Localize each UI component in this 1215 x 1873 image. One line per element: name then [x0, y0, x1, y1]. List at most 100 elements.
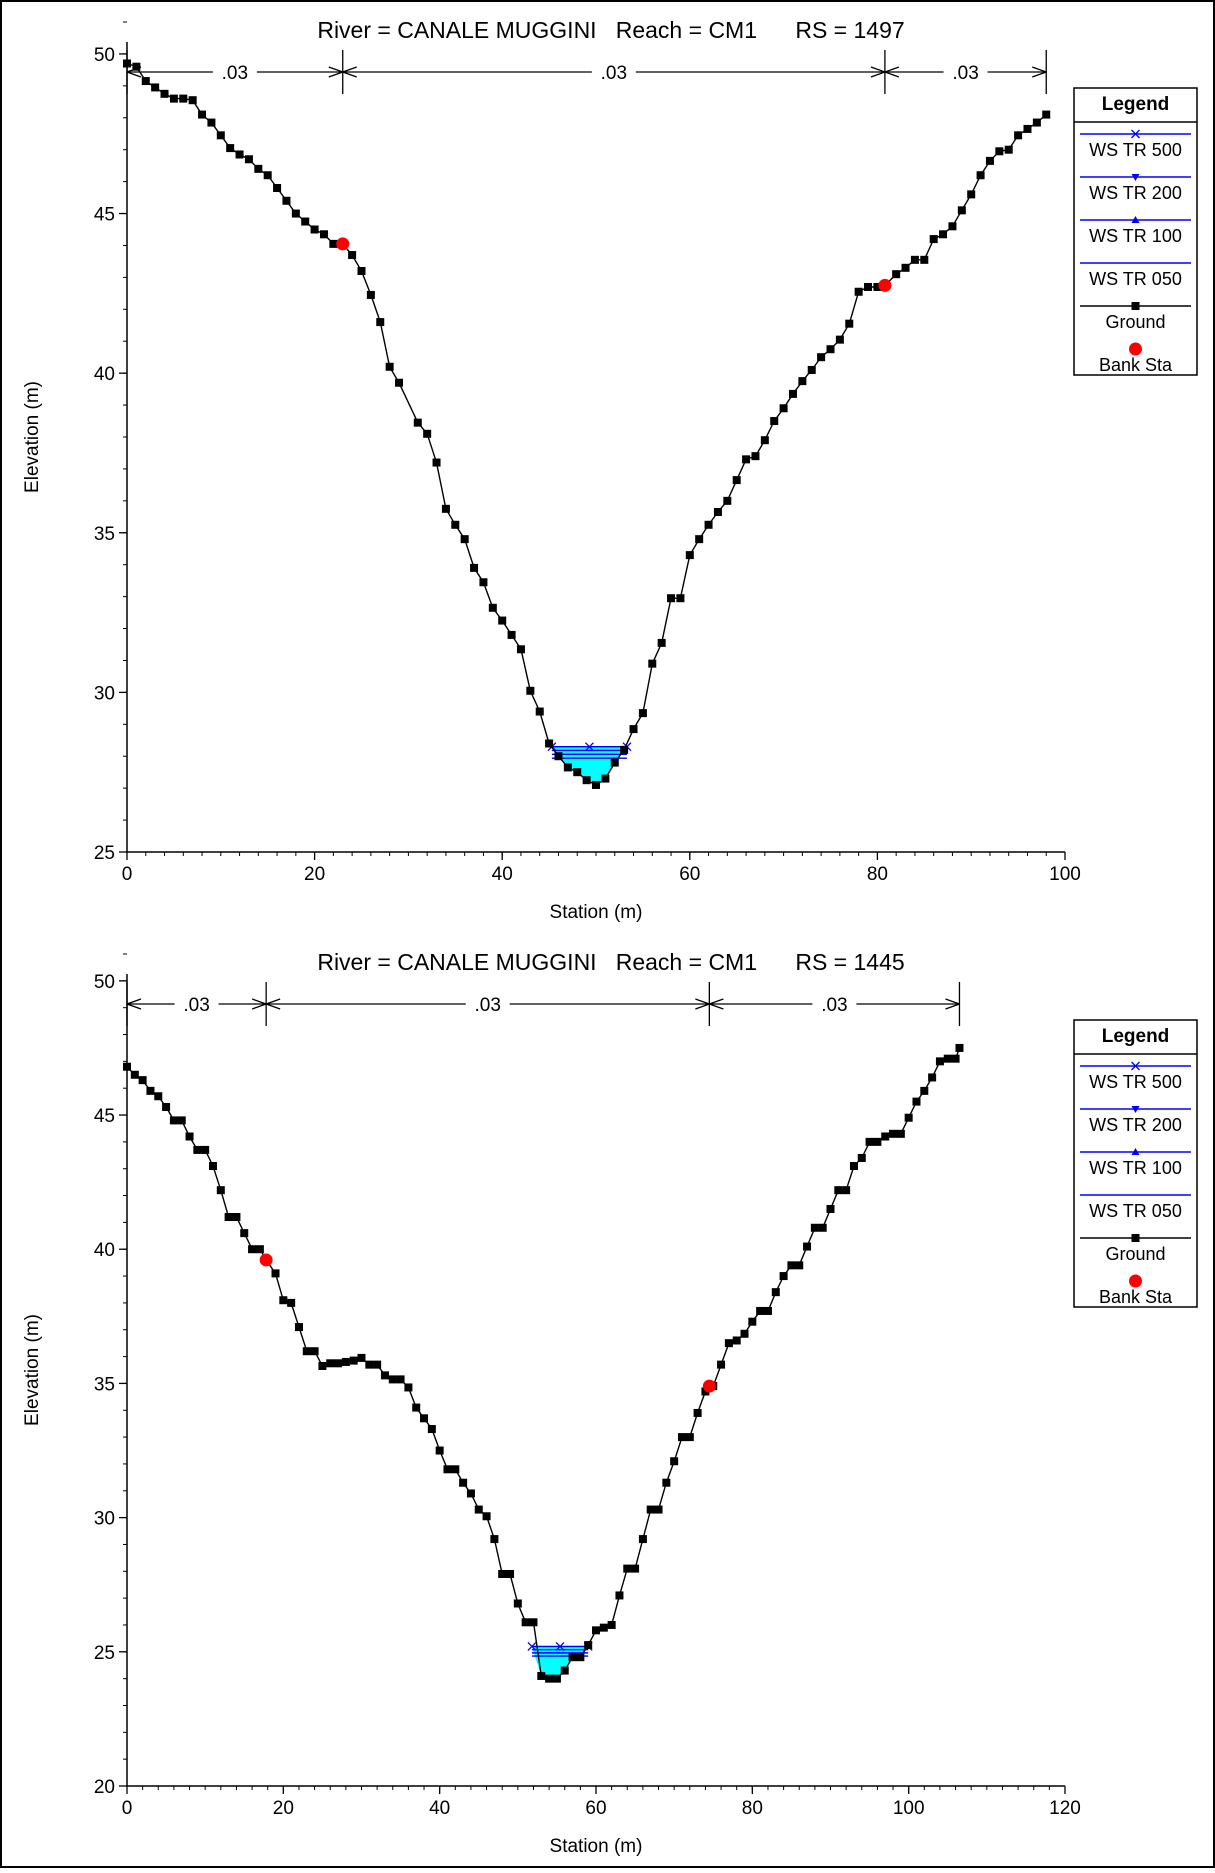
ground-point	[920, 255, 929, 264]
ground-point	[146, 1086, 155, 1095]
ground-point	[385, 362, 394, 371]
ground-point	[881, 1132, 890, 1141]
manning-label: .03	[601, 63, 627, 84]
ground-point	[948, 222, 957, 231]
ground-point	[787, 1261, 796, 1270]
ground-point	[826, 1204, 835, 1213]
ground-point	[441, 504, 450, 513]
legend-label: WS TR 200	[1089, 1115, 1182, 1135]
ground-point	[724, 1339, 733, 1348]
y-tick-label: 35	[94, 524, 115, 545]
ground-point	[623, 1564, 632, 1573]
ground-point	[955, 1043, 964, 1052]
legend-box	[1073, 1019, 1198, 1308]
y-tick-label: 20	[94, 1777, 115, 1798]
ground-point	[177, 1116, 186, 1125]
ground-point	[788, 389, 797, 398]
manning-arrowhead	[695, 998, 710, 1010]
ground-point	[451, 520, 460, 529]
ground-point	[807, 365, 816, 374]
manning-arrowhead	[884, 66, 900, 78]
chart-panel-2: River = CANALE MUGGINI Reach = CM1 RS = …	[22, 949, 1198, 1857]
ground-point	[248, 1245, 257, 1254]
ground-point	[928, 1073, 937, 1082]
ground-point	[607, 1620, 616, 1629]
legend-marker-triangle-down	[1131, 174, 1140, 181]
manning-arrowhead	[945, 998, 960, 1010]
ground-point	[657, 638, 666, 647]
ground-point	[207, 118, 216, 127]
ground-point	[912, 1097, 921, 1106]
ground-point	[341, 1357, 350, 1366]
ground-point	[646, 1505, 655, 1514]
ground-point	[201, 1145, 210, 1154]
ground-point	[552, 1674, 561, 1683]
bank-station-point	[259, 1253, 273, 1267]
legend-label: Ground	[1105, 1244, 1165, 1264]
ground-point	[976, 171, 985, 180]
ground-point	[685, 1433, 694, 1442]
legend-label: WS TR 500	[1089, 140, 1182, 160]
ground-point	[348, 251, 357, 260]
ground-point	[920, 1086, 929, 1095]
ground-point	[294, 1323, 303, 1332]
chart-title: River = CANALE MUGGINI Reach = CM1 RS = …	[317, 17, 904, 43]
x-tick-label: 80	[867, 864, 888, 885]
manning-arrowhead	[265, 998, 281, 1010]
ground-point	[631, 1564, 640, 1573]
legend-item: Bank Sta	[1099, 1274, 1173, 1307]
ground-point	[526, 686, 535, 695]
y-axis-label: Elevation (m)	[22, 1314, 43, 1426]
ground-point	[967, 190, 976, 199]
legend-label: WS TR 050	[1089, 1201, 1182, 1221]
ground-point	[376, 318, 385, 327]
ground-point	[279, 1296, 288, 1305]
ground-point	[751, 452, 760, 461]
ground-point	[395, 378, 404, 387]
bank-station-point	[878, 278, 892, 292]
ground-point	[599, 1623, 608, 1632]
ground-point	[573, 768, 582, 777]
legend-item: WS TR 050	[1080, 1194, 1191, 1221]
ground-point	[123, 59, 131, 68]
ground-point	[770, 417, 779, 426]
ground-point	[488, 603, 497, 612]
ground-point	[760, 436, 769, 445]
y-tick-label: 40	[94, 364, 115, 385]
ground-point	[779, 1272, 788, 1281]
y-tick-label: 45	[94, 205, 115, 226]
ground-point	[357, 1353, 366, 1362]
y-tick-label: 50	[94, 45, 115, 66]
bank-station-point	[336, 237, 350, 251]
ground-point	[803, 1242, 812, 1251]
ground-point	[498, 616, 507, 625]
ground-point	[648, 659, 657, 668]
ground-point	[479, 578, 488, 587]
ground-point	[151, 83, 160, 92]
ground-point	[498, 1569, 507, 1578]
legend-item: WS TR 100	[1080, 1148, 1191, 1178]
ground-point	[1014, 131, 1023, 140]
ground-point	[817, 353, 826, 362]
ground-point	[373, 1360, 382, 1369]
ground-point	[798, 377, 807, 386]
ground-point	[326, 1359, 335, 1368]
ground-point	[537, 1671, 546, 1680]
legend-marker-square	[1131, 1234, 1140, 1242]
legend-label: WS TR 050	[1089, 269, 1182, 289]
ground-point	[396, 1375, 405, 1384]
ground-point	[412, 1403, 421, 1412]
ground-point	[615, 1591, 624, 1600]
ground-point	[232, 1213, 241, 1222]
ground-point	[271, 1269, 280, 1278]
ground-point	[141, 77, 150, 86]
ground-point	[529, 1618, 538, 1627]
ground-point	[254, 164, 263, 173]
ground-point	[193, 1145, 202, 1154]
x-tick-label: 40	[492, 864, 513, 885]
ground-point	[1023, 124, 1032, 133]
ground-point	[929, 235, 938, 244]
ground-point	[188, 96, 197, 105]
ground-point	[845, 319, 854, 328]
